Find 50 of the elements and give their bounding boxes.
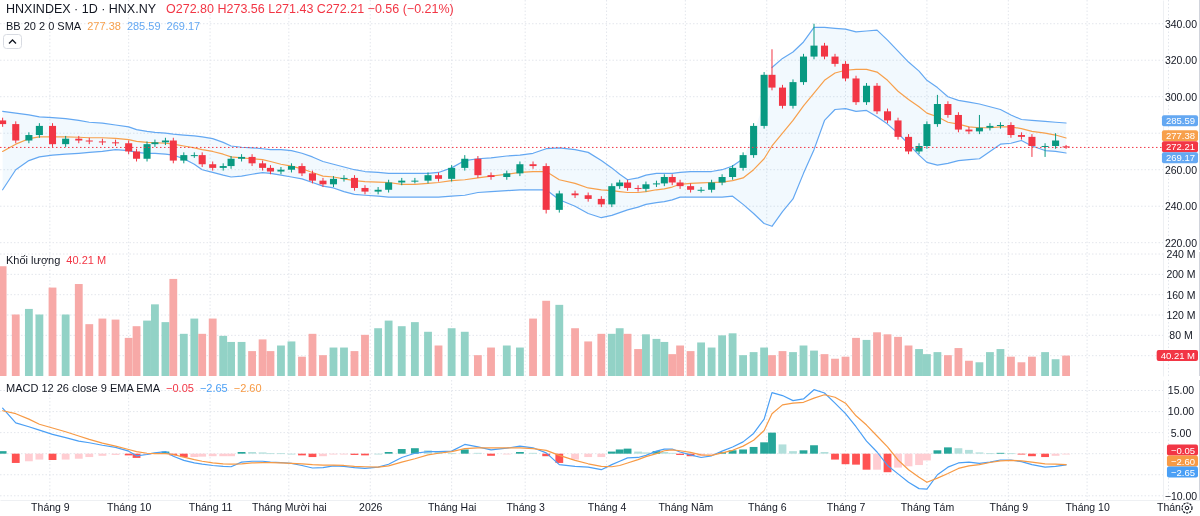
annotation: −0.05 <box>166 382 194 394</box>
x-tick-label: Tháng Mười hai <box>252 501 327 514</box>
y-tick-label: 200 M <box>1166 268 1196 281</box>
annotation: Khối lượng <box>6 254 61 266</box>
y-tick-label: 240 M <box>1166 247 1196 260</box>
annotation: 285.59 <box>126 20 161 32</box>
y-tick-label: 300.00 <box>1164 90 1198 103</box>
annotation: −0.05 <box>1170 444 1195 456</box>
annotation: −2.65 <box>1170 466 1195 478</box>
x-tick-label: 2026 <box>359 501 383 514</box>
y-tick-label: 260.00 <box>1164 163 1198 176</box>
x-tick-label: Tháng Năm <box>658 501 714 514</box>
x-tick-label: Tháng 4 <box>587 501 627 514</box>
annotation: 269.17 <box>1165 152 1195 164</box>
y-tick-label: 10.00 <box>1167 405 1195 418</box>
x-tick-label: Thán <box>1157 501 1182 514</box>
x-tick-label: Tháng 9 <box>989 501 1029 514</box>
y-tick-label: 240.00 <box>1164 200 1198 213</box>
x-tick-label: Tháng Hai <box>427 501 477 514</box>
annotation: 269.17 <box>166 20 201 32</box>
y-tick-label: 5.00 <box>1170 426 1192 439</box>
x-tick-label: Tháng Tám <box>900 501 955 514</box>
x-tick-label: Tháng 10 <box>1065 501 1110 514</box>
annotation: 40.21 M <box>1160 349 1196 361</box>
y-tick-label: 220.00 <box>1164 236 1198 249</box>
x-tick-label: Tháng 10 <box>106 501 152 514</box>
y-tick-label: 80 M <box>1169 329 1193 342</box>
annotation: −2.65 <box>199 382 228 394</box>
x-tick-label: Tháng 3 <box>506 501 546 514</box>
annotation: −2.60 <box>233 382 262 394</box>
annotation: 40.21 M <box>66 254 107 266</box>
y-tick-label: 160 M <box>1166 288 1196 301</box>
x-tick-label: Tháng 11 <box>188 501 233 514</box>
annotation: BB 20 2 0 SMA <box>6 20 82 32</box>
y-tick-label: 15.00 <box>1167 384 1195 397</box>
annotation: −2.60 <box>1170 455 1195 467</box>
y-tick-label: 340.00 <box>1164 17 1198 30</box>
annotation: 277.38 <box>87 20 121 32</box>
y-tick-label: 120 M <box>1166 308 1196 321</box>
y-tick-label: 320.00 <box>1164 54 1198 67</box>
x-tick-label: Tháng 6 <box>747 501 787 514</box>
x-tick-label: Tháng 7 <box>826 501 866 514</box>
annotation: 277.38 <box>1165 130 1195 142</box>
annotation: MACD 12 26 close 9 EMA EMA <box>6 382 161 394</box>
chart-subtitle: O272.80 H273.56 L271.43 C272.21 −0.56 (−0.21%) <box>166 2 454 16</box>
x-tick-label: Tháng 9 <box>31 501 70 514</box>
ref-line-label: 272.21 <box>1165 141 1195 153</box>
y-tick-label: −10.00 <box>1164 489 1198 502</box>
annotation: 285.59 <box>1165 115 1195 127</box>
chart-title: HNXINDEX · 1D · HNX.NY <box>6 2 157 16</box>
